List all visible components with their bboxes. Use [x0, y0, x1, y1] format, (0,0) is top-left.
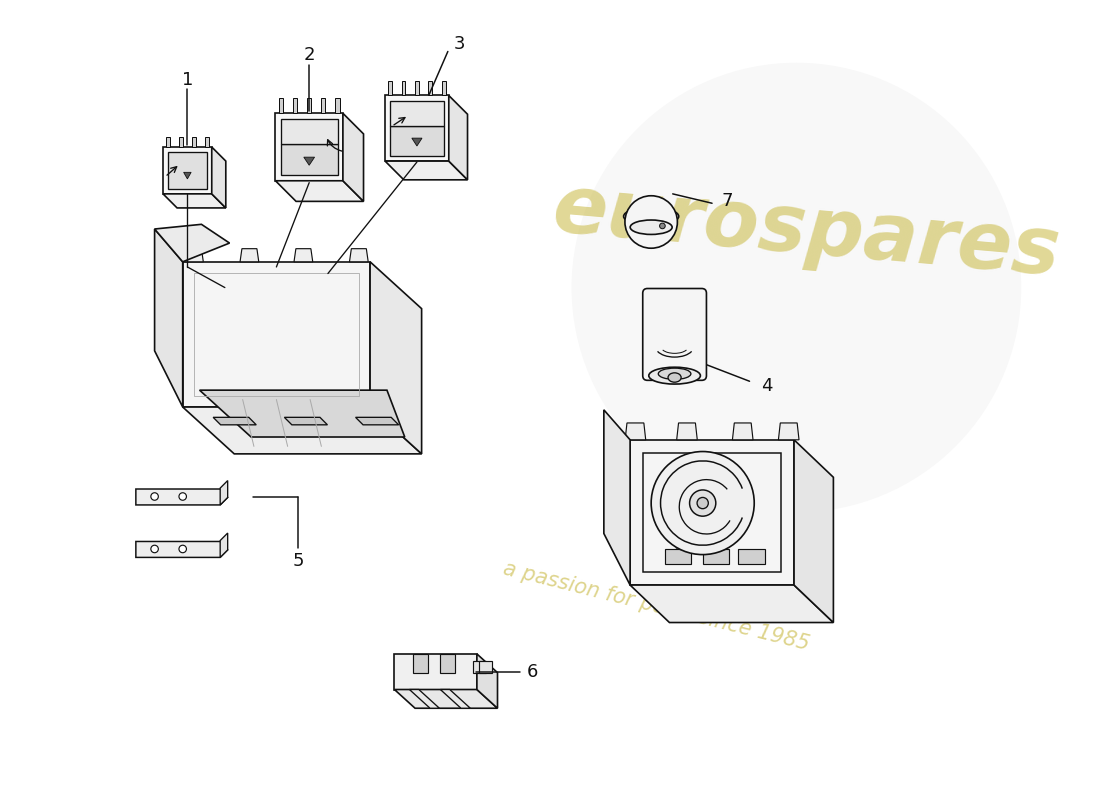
Polygon shape: [163, 194, 225, 208]
Circle shape: [651, 451, 755, 554]
Polygon shape: [370, 262, 421, 454]
Text: eurospares: eurospares: [549, 170, 1063, 292]
Polygon shape: [395, 690, 497, 708]
Polygon shape: [220, 533, 228, 558]
Polygon shape: [205, 137, 209, 147]
Polygon shape: [625, 423, 646, 440]
Polygon shape: [178, 137, 184, 147]
Polygon shape: [293, 98, 297, 114]
Polygon shape: [477, 654, 497, 708]
Ellipse shape: [630, 220, 672, 234]
Polygon shape: [738, 550, 764, 565]
Polygon shape: [604, 410, 630, 585]
Circle shape: [697, 498, 708, 509]
Polygon shape: [285, 418, 328, 425]
Circle shape: [151, 493, 158, 500]
Polygon shape: [275, 181, 363, 202]
Polygon shape: [163, 147, 211, 194]
Text: 2: 2: [304, 46, 315, 64]
Polygon shape: [294, 249, 312, 262]
Circle shape: [690, 490, 716, 516]
Polygon shape: [442, 81, 446, 95]
Polygon shape: [390, 126, 443, 156]
Circle shape: [179, 493, 186, 500]
Polygon shape: [213, 418, 256, 425]
Polygon shape: [411, 138, 422, 146]
Polygon shape: [304, 157, 315, 166]
Polygon shape: [336, 98, 340, 114]
Polygon shape: [630, 585, 834, 622]
Circle shape: [179, 546, 186, 553]
Polygon shape: [385, 95, 449, 161]
Polygon shape: [220, 481, 228, 505]
Ellipse shape: [668, 373, 681, 382]
Polygon shape: [733, 423, 754, 440]
Polygon shape: [630, 440, 794, 585]
Text: 3: 3: [453, 35, 465, 53]
Polygon shape: [703, 550, 729, 565]
Polygon shape: [409, 690, 439, 708]
Polygon shape: [388, 81, 392, 95]
Polygon shape: [155, 224, 230, 262]
Polygon shape: [185, 249, 204, 262]
Circle shape: [572, 62, 1021, 513]
Polygon shape: [184, 172, 191, 179]
Text: 4: 4: [761, 377, 772, 395]
Polygon shape: [395, 654, 477, 690]
Polygon shape: [155, 229, 183, 407]
Polygon shape: [478, 662, 492, 673]
Polygon shape: [343, 114, 363, 202]
Polygon shape: [415, 81, 419, 95]
Text: 1: 1: [182, 70, 194, 89]
Circle shape: [625, 196, 678, 248]
Polygon shape: [280, 118, 338, 144]
Polygon shape: [307, 98, 311, 114]
Polygon shape: [440, 654, 455, 674]
Polygon shape: [240, 249, 258, 262]
Polygon shape: [280, 144, 338, 175]
Text: 5: 5: [293, 552, 304, 570]
Ellipse shape: [658, 368, 691, 379]
Polygon shape: [183, 262, 370, 407]
Polygon shape: [136, 542, 228, 558]
Polygon shape: [667, 291, 682, 299]
Polygon shape: [473, 662, 486, 673]
Polygon shape: [666, 550, 692, 565]
Polygon shape: [779, 423, 799, 440]
Text: 6: 6: [527, 662, 538, 681]
Polygon shape: [278, 98, 283, 114]
Polygon shape: [402, 81, 406, 95]
Circle shape: [151, 546, 158, 553]
Circle shape: [660, 223, 666, 229]
Polygon shape: [211, 147, 226, 208]
Ellipse shape: [649, 367, 701, 384]
Polygon shape: [428, 81, 432, 95]
Text: 7: 7: [722, 192, 733, 210]
Polygon shape: [676, 423, 697, 440]
Polygon shape: [794, 440, 834, 622]
Polygon shape: [350, 249, 368, 262]
Polygon shape: [390, 101, 443, 126]
Polygon shape: [321, 98, 326, 114]
Text: a passion for parts since 1985: a passion for parts since 1985: [500, 558, 811, 654]
Polygon shape: [136, 489, 228, 505]
Polygon shape: [168, 152, 207, 189]
Polygon shape: [385, 161, 468, 180]
Polygon shape: [440, 690, 471, 708]
FancyBboxPatch shape: [642, 289, 706, 380]
Polygon shape: [199, 390, 405, 437]
Polygon shape: [449, 95, 468, 180]
Polygon shape: [166, 137, 170, 147]
Polygon shape: [355, 418, 398, 425]
Ellipse shape: [624, 207, 679, 226]
Polygon shape: [191, 137, 196, 147]
Polygon shape: [275, 114, 343, 181]
Polygon shape: [183, 407, 421, 454]
Polygon shape: [414, 654, 428, 674]
